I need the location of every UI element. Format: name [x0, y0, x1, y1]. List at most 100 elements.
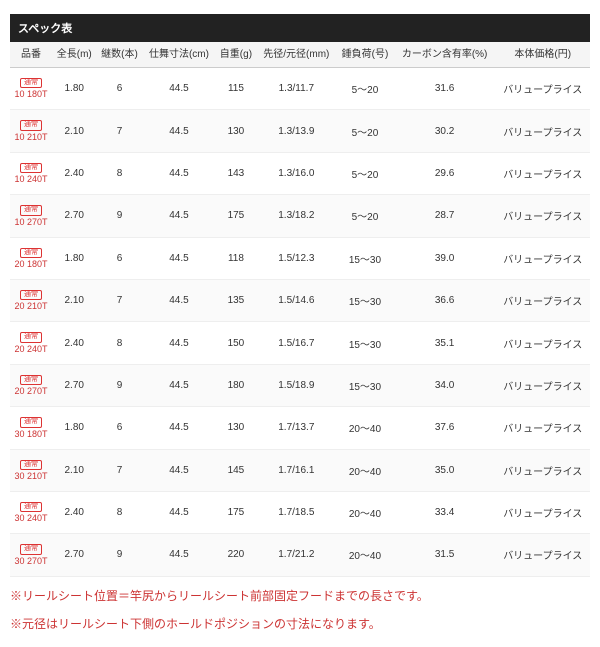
badge: 通常: [20, 290, 42, 300]
cell-len: 2.70: [52, 364, 96, 406]
cell-load: 5～20: [336, 68, 394, 110]
cell-load: 20～40: [336, 534, 394, 576]
cell-dia: 1.5/18.9: [257, 364, 337, 406]
cell-price: バリュープライス: [496, 449, 591, 491]
badge: 通常: [20, 502, 42, 512]
cell-pcs: 7: [96, 110, 142, 152]
product-cell: 通常10 180T: [10, 68, 52, 110]
cell-pcs: 8: [96, 491, 142, 533]
cell-price: バリュープライス: [496, 195, 591, 237]
cell-wt: 143: [215, 152, 256, 194]
cell-load: 15～30: [336, 279, 394, 321]
table-row: 通常10 240T2.40844.51431.3/16.05～2029.6バリュ…: [10, 152, 590, 194]
cell-close: 44.5: [143, 364, 216, 406]
table-row: 通常10 180T1.80644.51151.3/11.75～2031.6バリュ…: [10, 68, 590, 110]
cell-close: 44.5: [143, 195, 216, 237]
table-row: 通常20 210T2.10744.51351.5/14.615～3036.6バリ…: [10, 279, 590, 321]
cell-load: 5～20: [336, 152, 394, 194]
cell-load: 5～20: [336, 195, 394, 237]
cell-len: 2.40: [52, 491, 96, 533]
cell-close: 44.5: [143, 279, 216, 321]
cell-price: バリュープライス: [496, 279, 591, 321]
cell-carbon: 29.6: [394, 152, 496, 194]
cell-close: 44.5: [143, 152, 216, 194]
cell-close: 44.5: [143, 110, 216, 152]
cell-carbon: 39.0: [394, 237, 496, 279]
model-number: 20 180T: [15, 259, 48, 269]
cell-load: 5～20: [336, 110, 394, 152]
cell-dia: 1.3/18.2: [257, 195, 337, 237]
cell-load: 20～40: [336, 449, 394, 491]
cell-wt: 150: [215, 322, 256, 364]
table-row: 通常20 270T2.70944.51801.5/18.915～3034.0バリ…: [10, 364, 590, 406]
product-cell: 通常30 180T: [10, 407, 52, 449]
product-cell: 通常30 270T: [10, 534, 52, 576]
col-header: 継数(本): [96, 42, 142, 68]
cell-close: 44.5: [143, 449, 216, 491]
cell-dia: 1.3/16.0: [257, 152, 337, 194]
cell-price: バリュープライス: [496, 237, 591, 279]
table-row: 通常20 180T1.80644.51181.5/12.315～3039.0バリ…: [10, 237, 590, 279]
cell-carbon: 33.4: [394, 491, 496, 533]
cell-carbon: 37.6: [394, 407, 496, 449]
cell-pcs: 8: [96, 152, 142, 194]
cell-pcs: 7: [96, 279, 142, 321]
cell-carbon: 30.2: [394, 110, 496, 152]
table-row: 通常10 270T2.70944.51751.3/18.25～2028.7バリュ…: [10, 195, 590, 237]
model-number: 20 240T: [15, 344, 48, 354]
badge: 通常: [20, 163, 42, 173]
cell-pcs: 9: [96, 364, 142, 406]
cell-close: 44.5: [143, 68, 216, 110]
model-number: 20 270T: [15, 386, 48, 396]
cell-dia: 1.3/13.9: [257, 110, 337, 152]
cell-wt: 118: [215, 237, 256, 279]
badge: 通常: [20, 460, 42, 470]
table-row: 通常30 240T2.40844.51751.7/18.520～4033.4バリ…: [10, 491, 590, 533]
col-header: 品番: [10, 42, 52, 68]
cell-len: 2.70: [52, 195, 96, 237]
product-cell: 通常20 180T: [10, 237, 52, 279]
cell-close: 44.5: [143, 237, 216, 279]
col-header: 仕舞寸法(cm): [143, 42, 216, 68]
model-number: 30 210T: [15, 471, 48, 481]
table-row: 通常10 210T2.10744.51301.3/13.95～2030.2バリュ…: [10, 110, 590, 152]
cell-dia: 1.3/11.7: [257, 68, 337, 110]
product-cell: 通常10 270T: [10, 195, 52, 237]
col-header: 先径/元径(mm): [257, 42, 337, 68]
model-number: 30 240T: [15, 513, 48, 523]
cell-price: バリュープライス: [496, 534, 591, 576]
cell-wt: 130: [215, 110, 256, 152]
cell-dia: 1.5/16.7: [257, 322, 337, 364]
table-row: 通常20 240T2.40844.51501.5/16.715～3035.1バリ…: [10, 322, 590, 364]
cell-len: 1.80: [52, 407, 96, 449]
cell-load: 20～40: [336, 491, 394, 533]
spec-title: スペック表: [10, 14, 590, 42]
cell-wt: 220: [215, 534, 256, 576]
product-cell: 通常30 210T: [10, 449, 52, 491]
cell-carbon: 35.1: [394, 322, 496, 364]
badge: 通常: [20, 417, 42, 427]
table-row: 通常30 210T2.10744.51451.7/16.120～4035.0バリ…: [10, 449, 590, 491]
cell-price: バリュープライス: [496, 152, 591, 194]
cell-dia: 1.7/13.7: [257, 407, 337, 449]
model-number: 10 180T: [15, 89, 48, 99]
cell-carbon: 31.5: [394, 534, 496, 576]
badge: 通常: [20, 205, 42, 215]
cell-wt: 115: [215, 68, 256, 110]
cell-pcs: 6: [96, 68, 142, 110]
cell-carbon: 31.6: [394, 68, 496, 110]
col-header: カーボン含有率(%): [394, 42, 496, 68]
cell-wt: 175: [215, 195, 256, 237]
cell-carbon: 35.0: [394, 449, 496, 491]
cell-price: バリュープライス: [496, 68, 591, 110]
badge: 通常: [20, 120, 42, 130]
badge: 通常: [20, 544, 42, 554]
cell-price: バリュープライス: [496, 322, 591, 364]
cell-load: 15～30: [336, 322, 394, 364]
badge: 通常: [20, 375, 42, 385]
cell-dia: 1.5/12.3: [257, 237, 337, 279]
cell-carbon: 36.6: [394, 279, 496, 321]
cell-pcs: 9: [96, 195, 142, 237]
cell-dia: 1.7/21.2: [257, 534, 337, 576]
cell-pcs: 9: [96, 534, 142, 576]
